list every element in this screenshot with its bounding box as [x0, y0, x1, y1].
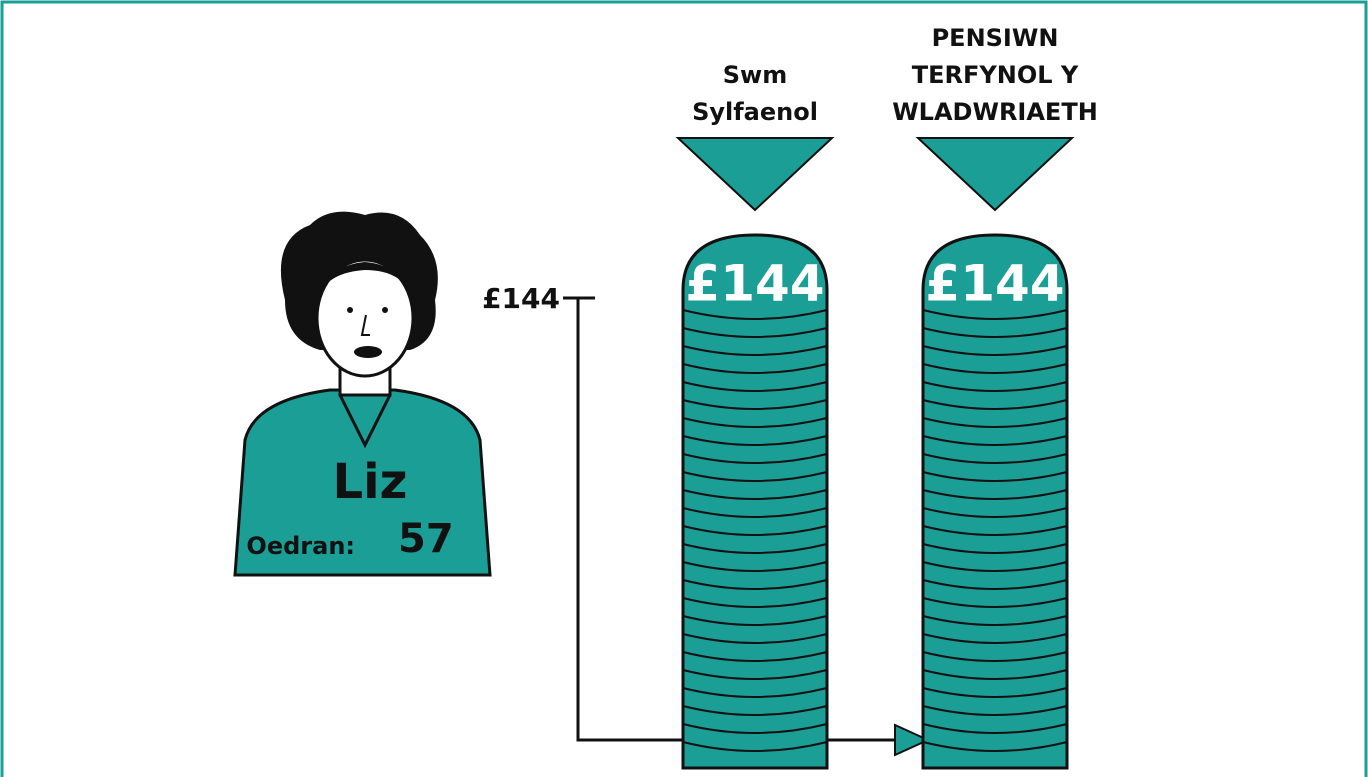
age: 57	[398, 516, 454, 562]
age-label: Oedran:	[246, 532, 355, 560]
axis-label: £144	[482, 282, 560, 315]
coin-amount: £144	[685, 255, 824, 313]
infographic: Liz Oedran: 57 £144 Swm Sylfaenol £144 PENS…	[0, 0, 1368, 777]
person-name: Liz	[333, 454, 408, 510]
coin-amount: £144	[925, 255, 1064, 313]
column-heading: PENSIWN	[932, 24, 1059, 52]
column-heading: TERFYNOL Y	[912, 61, 1079, 89]
column-heading: Sylfaenol	[692, 98, 818, 126]
column-heading: WLADWRIAETH	[892, 98, 1098, 126]
column-heading: Swm	[723, 61, 787, 89]
